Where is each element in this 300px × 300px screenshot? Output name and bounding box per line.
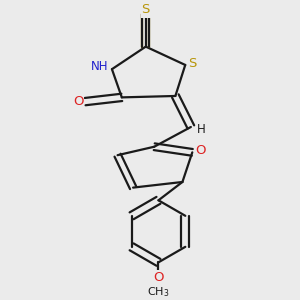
Text: O: O — [73, 95, 83, 108]
Text: O: O — [195, 145, 206, 158]
Text: NH: NH — [91, 60, 108, 74]
Text: S: S — [188, 57, 196, 70]
Text: CH$_3$: CH$_3$ — [147, 285, 170, 299]
Text: S: S — [142, 4, 150, 16]
Text: O: O — [153, 271, 164, 284]
Text: H: H — [197, 123, 206, 136]
